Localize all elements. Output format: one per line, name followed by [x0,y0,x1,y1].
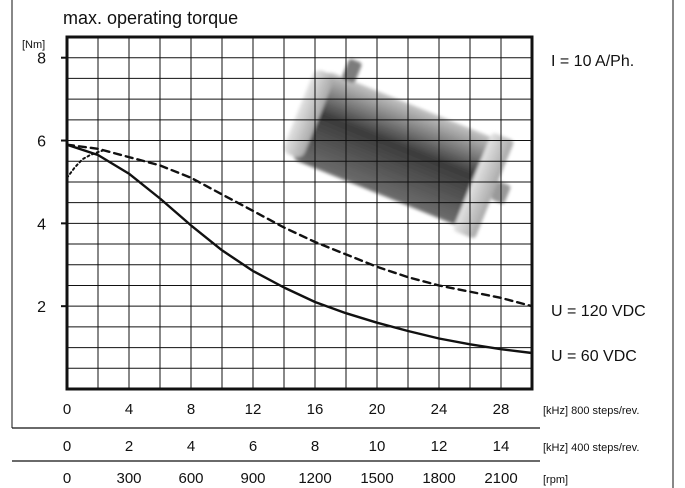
x-tick-label: 16 [307,401,324,418]
x-tick-label: 10 [369,438,386,455]
x-axis-unit-label: [kHz] 800 steps/rev. [543,405,639,417]
chart-title: max. operating torque [63,8,238,28]
x-tick-label: 600 [178,470,203,487]
x-axis-unit-label: [rpm] [543,474,568,486]
y-tick-label: 8 [37,51,46,68]
x-tick-label: 4 [187,438,195,455]
y-tick-label: 6 [37,134,46,151]
x-tick-label: 2 [125,438,133,455]
x-tick-label: 1800 [422,470,455,487]
x-tick-label: 1200 [298,470,331,487]
x-tick-label: 0 [63,401,71,418]
x-tick-label: 2100 [484,470,517,487]
y-tick-label: 4 [37,216,46,233]
y-axis-unit: [Nm] [22,39,45,51]
x-tick-label: 12 [431,438,448,455]
x-tick-label: 8 [311,438,319,455]
x-axis-unit-label: [kHz] 400 steps/rev. [543,442,639,454]
y-tick-label: 2 [37,299,46,316]
plot-frame [65,35,534,391]
x-tick-label: 0 [63,470,71,487]
x-tick-label: 12 [245,401,262,418]
series-line-solid [65,143,534,355]
x-tick-label: 20 [369,401,386,418]
x-tick-label: 900 [240,470,265,487]
x-tick-label: 24 [431,401,448,418]
x-tick-label: 8 [187,401,195,418]
current-label: I = 10 A/Ph. [551,53,634,70]
x-tick-label: 300 [116,470,141,487]
x-tick-label: 28 [493,401,510,418]
x-tick-label: 0 [63,438,71,455]
x-tick-label: 14 [493,438,510,455]
series-label-120v: U = 120 VDC [551,303,646,320]
stepper-motor-photo-icon [283,59,514,239]
x-tick-label: 1500 [360,470,393,487]
series-line-dotted [66,148,107,179]
x-tick-label: 4 [125,401,133,418]
series-label-60v: U = 60 VDC [551,348,637,365]
series-line-dashed [65,143,534,308]
x-tick-label: 6 [249,438,257,455]
